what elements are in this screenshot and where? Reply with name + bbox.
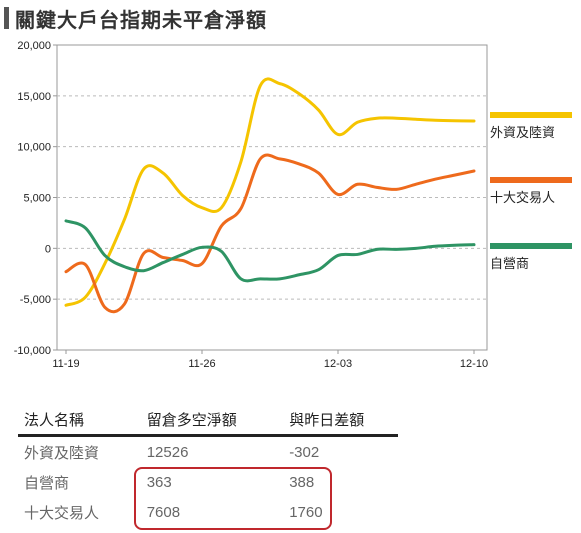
row-net: 12526 [146,443,189,461]
table-header: 法人名稱 留倉多空淨額 與昨日差額 [18,404,398,437]
legend-swatch [490,177,572,183]
header-diff: 與昨日差額 [289,411,365,429]
row-net: 363 [146,473,172,491]
legend-item: 自營商 [490,243,572,272]
y-tick-label: 10,000 [17,142,51,154]
row-name: 外資及陸資 [24,444,100,462]
chart-series [64,77,476,314]
row-net: 7608 [146,503,181,521]
plot-frame [56,44,488,351]
row-name: 自營商 [24,474,70,492]
title-accent-bar [4,7,9,29]
y-axis-ticks: 20,000 15,000 10,000 5,000 0 -5,000 -10,000 [14,40,51,357]
y-tick-label: 0 [45,243,51,255]
y-tick-label: 15,000 [17,91,51,103]
legend-label: 十大交易人 [490,190,556,205]
table-row: 自營商 363 388 [18,467,398,497]
table-row: 外資及陸資 12526 -302 [18,437,398,467]
series-foreign-line [64,77,476,307]
row-name: 十大交易人 [24,504,100,522]
series-top10-line [64,153,476,314]
table-row: 十大交易人 7608 1760 [18,497,398,527]
legend-label: 外資及陸資 [490,125,556,140]
x-tick-label: 11-26 [188,358,215,370]
row-diff: 1760 [289,503,323,521]
row-diff: 388 [289,473,315,491]
y-tick-label: -10,000 [14,345,51,357]
legend-swatch [490,243,572,249]
header-net: 留倉多空淨額 [146,411,237,429]
legend-label: 自營商 [490,256,530,271]
series-dealer-line [64,219,476,283]
header-name: 法人名稱 [24,411,85,429]
summary-table: 法人名稱 留倉多空淨額 與昨日差額 外資及陸資 12526 -302 自營商 3… [18,404,398,527]
highlight-box [134,467,332,530]
line-chart: 20,000 15,000 10,000 5,000 0 -5,000 -10,000 11… [14,40,488,370]
title-area: 關鍵大戶台指期未平倉淨額 [4,4,267,32]
legend-item: 十大交易人 [490,177,572,206]
chart-grid [53,44,488,354]
legend-swatch [490,112,572,118]
y-tick-label: -5,000 [20,294,51,306]
y-tick-label: 5,000 [23,193,51,205]
x-tick-label: 12-03 [324,358,352,370]
x-tick-label: 12-10 [460,358,488,370]
x-tick-label: 11-19 [52,358,79,370]
y-tick-label: 20,000 [17,40,51,52]
page-title: 關鍵大戶台指期未平倉淨額 [15,9,267,32]
legend-item: 外資及陸資 [490,112,572,141]
row-diff: -302 [289,443,320,461]
x-axis-ticks: 11-19 11-26 12-03 12-10 [52,358,488,370]
